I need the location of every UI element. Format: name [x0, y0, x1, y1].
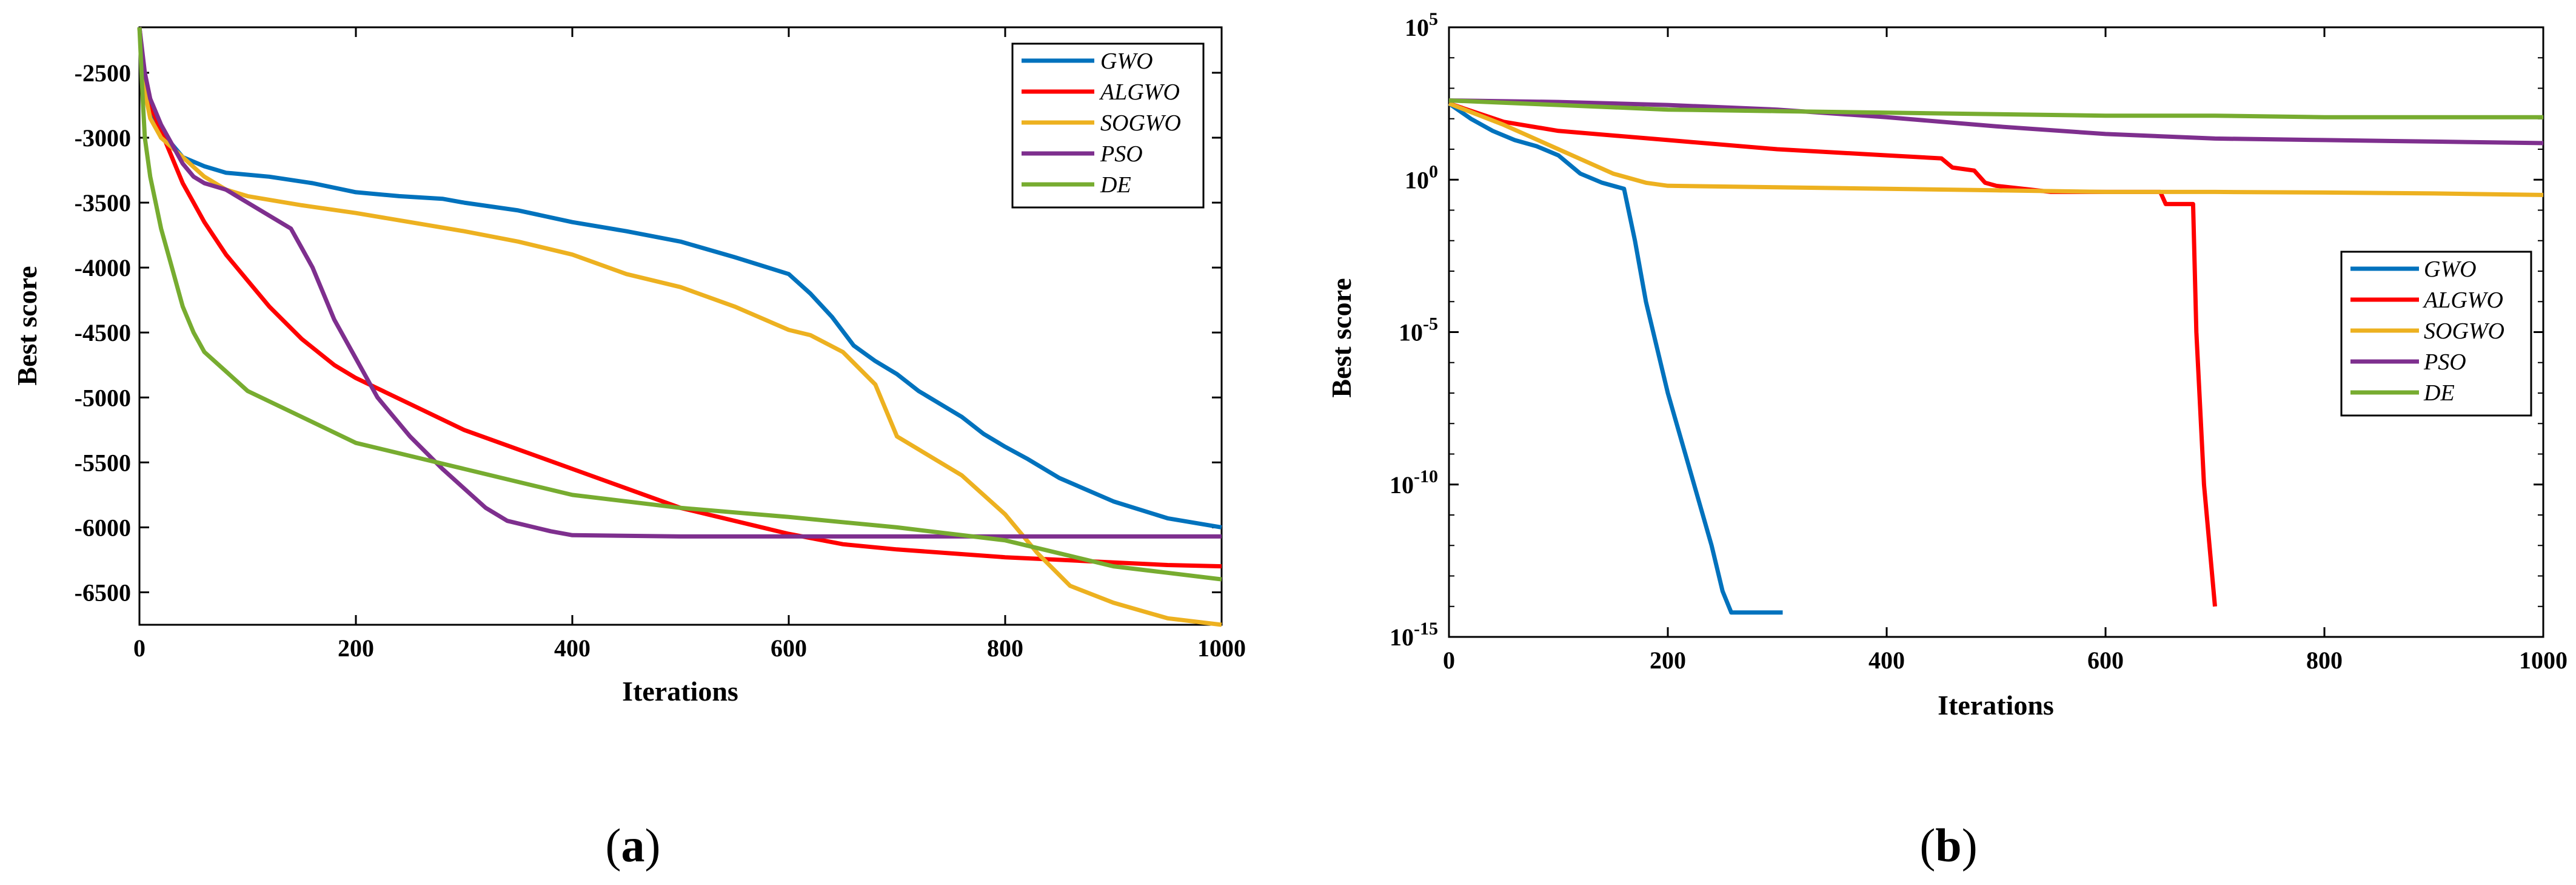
legend-label-sogwo-a: SOGWO [1100, 110, 1181, 136]
y-tick-label-a: -6500 [75, 579, 131, 606]
series-line-de-b [1448, 98, 2543, 119]
chart-panel-b: 0 200 400 600 800 1000 105 100 10-5 10-10 10-15 It… [1326, 9, 2568, 872]
legend-a: GWO ALGWO SOGWO PSO DE [1011, 42, 1205, 209]
x-tick-label-a: 800 [987, 634, 1023, 662]
series-line-pso-a [137, 27, 1222, 539]
series-line-algwo-a [137, 27, 1222, 569]
x-tick-label-a: 400 [554, 634, 590, 662]
x-axis-title-a: Iterations [622, 676, 738, 707]
series-group-a [137, 27, 1222, 627]
y-tick-label-a: -3500 [75, 189, 131, 217]
panel-letter-b: b [1935, 819, 1961, 872]
panel-letter-a: a [621, 819, 645, 872]
y-tick-label-a: -5500 [75, 449, 131, 476]
chart-panel-a: 0 200 400 600 800 1000 -2500 -3000 -3500 -4000 -45… [12, 26, 1246, 872]
series-line-sogwo-b [1448, 101, 2544, 197]
y-tick-label-b: 10-15 [1390, 619, 1438, 651]
legend-label-pso-b: PSO [2423, 349, 2466, 375]
y-tick-label-b: 100 [1405, 161, 1438, 193]
legend-label-de-b: DE [2423, 380, 2455, 406]
legend-label-sogwo-b: SOGWO [2424, 318, 2504, 344]
legend-b: GWO ALGWO SOGWO PSO DE [2340, 251, 2532, 417]
y-tick-label-b: 10-5 [1399, 314, 1438, 346]
legend-label-pso-a: PSO [1100, 141, 1143, 167]
x-tick-label-a: 1000 [1197, 634, 1246, 662]
y-tick-label-a: -4000 [75, 254, 131, 281]
x-tick-label-b: 400 [1868, 647, 1905, 674]
legend-label-algwo-b: ALGWO [2422, 288, 2503, 313]
legend-label-algwo-a: ALGWO [1099, 79, 1180, 105]
panel-label-b: (b) [1919, 819, 1977, 872]
y-tick-label-a: -3000 [75, 124, 131, 152]
series-line-gwo-b [1447, 101, 1783, 615]
y-tick-label-a: -6000 [75, 514, 131, 541]
y-tick-label-a: -2500 [75, 59, 131, 87]
series-line-gwo-a [137, 27, 1222, 530]
axis-ticks-b: 0 200 400 600 800 1000 105 100 10-5 10-10 10-15 [1390, 9, 2568, 674]
y-tick-label-b: 10-10 [1390, 466, 1438, 499]
x-tick-label-a: 200 [338, 634, 374, 662]
x-tick-label-a: 0 [133, 634, 146, 662]
axis-ticks-a: 0 200 400 600 800 1000 -2500 -3000 -3500 -4000 -45… [75, 27, 1246, 662]
x-tick-label-b: 800 [2306, 647, 2343, 674]
y-axis-title-a: Best score [12, 266, 42, 385]
x-tick-label-a: 600 [771, 634, 807, 662]
x-tick-label-b: 200 [1650, 647, 1686, 674]
legend-box-b [2340, 251, 2532, 417]
series-line-algwo-b [1448, 101, 2217, 607]
series-line-de-a [137, 27, 1222, 582]
x-tick-label-b: 0 [1443, 647, 1455, 674]
legend-label-gwo-a: GWO [1100, 49, 1153, 74]
series-line-pso-b [1448, 98, 2544, 146]
legend-label-de-a: DE [1100, 172, 1131, 198]
y-axis-title-b: Best score [1326, 278, 1357, 397]
x-tick-label-b: 1000 [2519, 647, 2568, 674]
series-group-b [1447, 98, 2544, 615]
legend-label-gwo-b: GWO [2424, 257, 2477, 282]
panel-label-a: (a) [606, 819, 661, 872]
series-line-sogwo-a [137, 27, 1222, 627]
x-axis-title-b: Iterations [1938, 690, 2054, 721]
x-tick-label-b: 600 [2087, 647, 2124, 674]
y-tick-label-a: -4500 [75, 319, 131, 346]
legend-box-a [1011, 42, 1205, 209]
y-tick-label-b: 105 [1405, 9, 1438, 41]
y-tick-label-a: -5000 [75, 384, 131, 411]
